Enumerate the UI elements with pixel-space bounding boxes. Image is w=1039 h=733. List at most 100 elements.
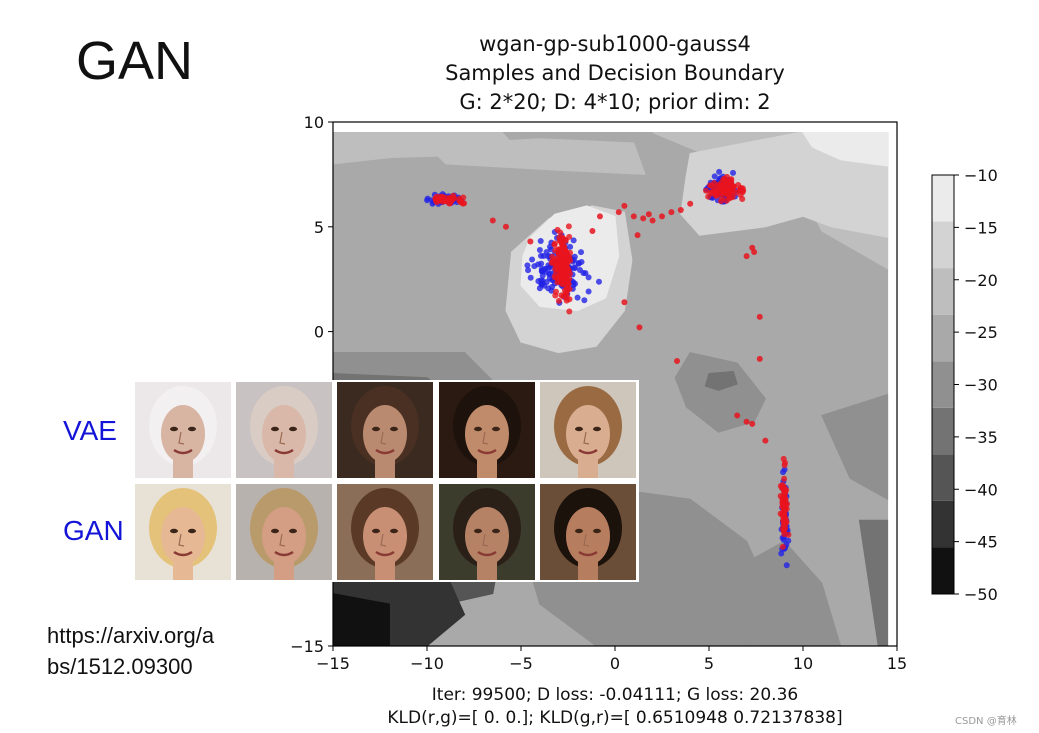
generated-point <box>560 293 567 300</box>
paper-link-line-2: bs/1512.09300 <box>47 654 193 679</box>
real-point <box>540 252 547 259</box>
colorbar-tick-label: −45 <box>964 533 998 552</box>
real-point <box>536 246 543 253</box>
contour-region-19 <box>821 393 889 501</box>
colorbar-tick-label: −20 <box>964 271 998 290</box>
paper-link-line-1: https://arxiv.org/a <box>47 623 215 648</box>
real-point <box>778 550 785 557</box>
generated-point <box>717 183 724 190</box>
x-tick-label: −5 <box>509 654 533 673</box>
generated-point <box>668 209 675 216</box>
real-point <box>525 267 532 274</box>
chart-title-line-2: Samples and Decision Boundary <box>445 61 785 85</box>
y-tick-label: 5 <box>314 218 324 237</box>
generated-point <box>645 211 652 218</box>
contour-region-15 <box>674 351 766 433</box>
generated-point <box>563 297 570 304</box>
generated-point <box>621 299 628 306</box>
x-tick-label: −15 <box>316 654 350 673</box>
x-tick-label: 5 <box>704 654 714 673</box>
generated-point <box>634 232 641 239</box>
real-point <box>570 237 577 244</box>
generated-point <box>563 258 570 265</box>
generated-point <box>756 313 763 320</box>
real-point <box>582 270 589 277</box>
generated-point <box>728 180 735 187</box>
real-point <box>545 285 552 292</box>
generated-point <box>659 213 665 220</box>
generated-point <box>558 240 565 247</box>
gan-face-3 <box>337 484 433 580</box>
gan-face-5 <box>540 484 636 580</box>
colorbar-band <box>932 221 954 269</box>
generated-point <box>552 292 559 299</box>
generated-point <box>457 199 464 206</box>
contour-region-16 <box>704 370 738 391</box>
contour-region-18 <box>746 540 842 647</box>
vae-row-label: VAE <box>63 415 117 446</box>
real-point <box>785 537 792 544</box>
contour-region-3 <box>425 138 646 175</box>
generated-point <box>596 213 603 220</box>
generated-point <box>621 202 628 209</box>
vae-face-5 <box>540 382 636 478</box>
generated-point <box>566 233 573 240</box>
generated-point <box>640 215 647 222</box>
real-point <box>716 168 723 175</box>
y-tick-label: 0 <box>314 323 324 342</box>
generated-point <box>559 234 566 241</box>
generated-point <box>553 261 560 268</box>
colorbar-band <box>932 547 954 594</box>
vae-face-3 <box>337 382 433 478</box>
generated-point <box>749 420 756 427</box>
slide-title: GAN <box>76 31 194 91</box>
real-point <box>546 270 553 277</box>
real-point <box>585 274 592 281</box>
real-point <box>529 256 536 263</box>
real-point <box>578 249 585 256</box>
generated-point <box>737 191 744 198</box>
watermark: CSDN @育林 <box>955 716 1017 727</box>
y-tick-label: −15 <box>290 637 324 656</box>
generated-point <box>502 223 509 230</box>
real-point <box>424 197 431 204</box>
generated-point <box>782 490 789 497</box>
real-point <box>783 562 790 569</box>
generated-point <box>726 189 733 196</box>
generated-point <box>687 200 694 207</box>
paper-link[interactable]: https://arxiv.org/a bs/1512.09300 <box>47 620 214 682</box>
generated-point <box>781 475 788 482</box>
gan-face-2 <box>236 484 332 580</box>
generated-point <box>448 196 455 203</box>
real-point <box>581 297 588 304</box>
real-point <box>730 169 737 176</box>
generated-point <box>564 284 571 291</box>
real-point <box>571 264 578 271</box>
generated-point <box>555 297 562 304</box>
generated-point <box>743 418 750 425</box>
x-tick-label: 10 <box>793 654 813 673</box>
generated-point <box>489 217 496 224</box>
generated-point <box>674 357 681 364</box>
generated-point <box>779 543 786 550</box>
generated-point <box>636 324 643 331</box>
chart-title: wgan-gp-sub1000-gauss4 Samples and Decis… <box>380 30 850 117</box>
real-point <box>531 263 538 270</box>
generated-point <box>781 485 788 492</box>
real-point <box>578 258 585 265</box>
generated-point <box>779 512 786 519</box>
generated-point <box>557 229 564 236</box>
real-point <box>524 262 531 269</box>
real-point <box>541 266 548 273</box>
generated-point <box>566 308 573 315</box>
generated-point <box>564 276 571 283</box>
colorbar-tick-label: −50 <box>964 585 998 604</box>
real-point <box>527 274 534 281</box>
generated-point <box>762 437 769 444</box>
chart-footer: Iter: 99500; D loss: -0.04111; G loss: 2… <box>320 684 910 730</box>
generated-point <box>721 175 728 182</box>
generated-point <box>781 462 788 469</box>
chart-title-line-3: G: 2*20; D: 4*10; prior dim: 2 <box>459 90 771 114</box>
generated-point <box>719 195 726 202</box>
colorbar-tick-label: −35 <box>964 428 998 447</box>
